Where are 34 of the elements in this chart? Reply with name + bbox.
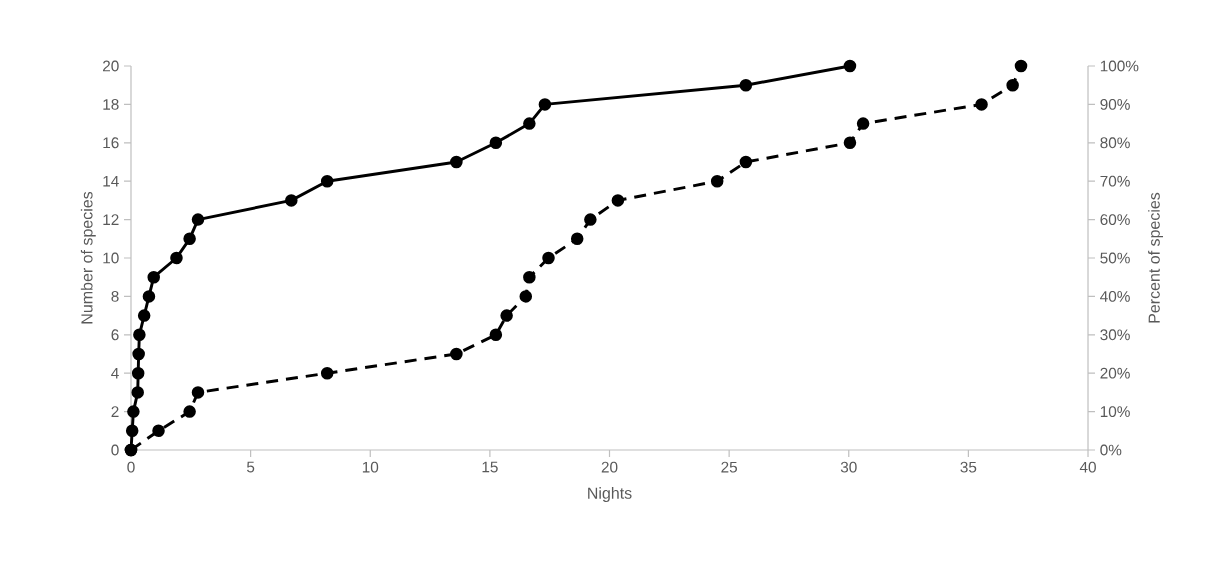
x-tick-label: 25 bbox=[721, 461, 738, 473]
y-tick-label: 2 bbox=[111, 406, 119, 417]
y-tick-label: 0 bbox=[111, 444, 119, 456]
x-tick-label: 30 bbox=[840, 461, 857, 473]
y2-tick-label: 40% bbox=[1100, 290, 1130, 302]
x-tick-label: 15 bbox=[482, 461, 498, 473]
y-tick-label: 4 bbox=[111, 367, 119, 379]
y2-axis-title: Percent of species bbox=[1148, 192, 1164, 323]
x-tick-label: 0 bbox=[127, 461, 135, 473]
y2-tick-label: 80% bbox=[1100, 137, 1130, 149]
y2-tick-label: 30% bbox=[1100, 329, 1130, 341]
y2-tick-label: 90% bbox=[1100, 98, 1130, 110]
y2-tick-label: 50% bbox=[1100, 252, 1130, 264]
x-axis-title: Nights bbox=[588, 487, 632, 502]
y-tick-label: 10 bbox=[103, 252, 119, 264]
y2-tick-label: 10% bbox=[1100, 406, 1130, 418]
y-tick-label: 14 bbox=[103, 175, 119, 187]
y2-tick-label: 100% bbox=[1100, 60, 1139, 72]
y-axis-title: Number of species bbox=[80, 191, 96, 324]
y-tick-label: 12 bbox=[103, 214, 119, 225]
x-tick-label: 5 bbox=[246, 461, 255, 473]
y2-tick-label: 0% bbox=[1100, 444, 1122, 456]
y-tick-label: 20 bbox=[103, 60, 119, 72]
y2-tick-label: 20% bbox=[1100, 367, 1130, 379]
x-tick-label: 40 bbox=[1079, 461, 1096, 473]
y-tick-label: 6 bbox=[111, 329, 119, 341]
x-tick-label: 10 bbox=[362, 461, 379, 473]
y2-tick-label: 70% bbox=[1100, 175, 1130, 187]
y-tick-label: 16 bbox=[103, 137, 119, 149]
y-tick-label: 18 bbox=[103, 98, 119, 110]
x-tick-label: 35 bbox=[960, 461, 977, 473]
y2-tick-label: 60% bbox=[1100, 214, 1130, 226]
x-tick-label: 20 bbox=[601, 461, 618, 473]
y-tick-label: 8 bbox=[111, 290, 119, 302]
